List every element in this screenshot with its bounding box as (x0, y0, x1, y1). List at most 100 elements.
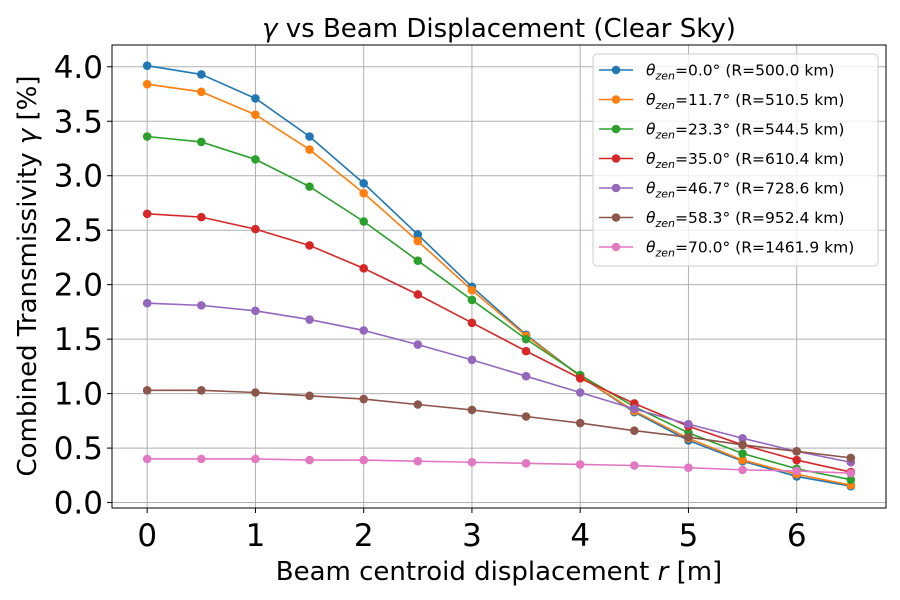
data-point (738, 440, 747, 450)
legend-label: θzen=23.3° (R=544.5 km) (646, 121, 844, 142)
data-point (359, 326, 368, 335)
legend-marker (611, 242, 621, 252)
data-point (359, 264, 368, 273)
legend-symbol: θ (646, 239, 656, 257)
legend-text: =70.0° (R=1461.9 km) (675, 239, 854, 257)
data-point (738, 433, 747, 443)
data-point (467, 457, 477, 467)
legend-entry: θzen=35.0° (R=610.4 km) (599, 150, 844, 171)
data-point (251, 110, 260, 120)
y-tick-label: 0.0 (54, 486, 103, 522)
x-tick-label: 5 (679, 518, 699, 554)
y-axis-label-var: γ (13, 127, 43, 144)
data-point (792, 466, 801, 476)
legend-marker (611, 65, 621, 75)
series-line (147, 458, 851, 474)
data-point (197, 212, 206, 222)
data-point (142, 132, 152, 141)
legend-subscript: zen (654, 217, 675, 230)
data-point (413, 230, 423, 239)
data-point (575, 388, 585, 397)
legend-box (592, 53, 879, 267)
x-axis-label: Beam centroid displacement r [m] (276, 557, 722, 587)
data-point (792, 455, 801, 465)
legend: θzen=0.0° (R=500.0 km)θzen=11.7° (R=510.… (592, 53, 879, 267)
data-point (251, 306, 260, 316)
x-tick-label: 3 (462, 518, 482, 554)
data-point (738, 449, 747, 458)
data-point (467, 295, 477, 305)
y-tick-label: 1.0 (54, 377, 103, 413)
data-point (305, 132, 314, 141)
grid (112, 45, 886, 508)
data-point (413, 236, 423, 246)
data-point (413, 256, 423, 266)
legend-entry: θzen=46.7° (R=728.6 km) (599, 180, 844, 201)
legend-marker (611, 154, 621, 163)
data-point (142, 386, 152, 395)
y-axis-ticks: 0.0 0.5 1.0 1.5 2.0 2.5 3.0 3.5 4.0 (54, 50, 112, 522)
data-point (197, 70, 206, 79)
data-point (630, 426, 639, 435)
series-line (147, 83, 851, 486)
data-point (359, 188, 368, 198)
series-line (147, 302, 851, 464)
data-point (521, 346, 531, 356)
data-point (792, 447, 801, 456)
data-point (521, 459, 531, 468)
legend-label: θzen=35.0° (R=610.4 km) (646, 150, 844, 171)
y-axis-label-unit: [%] (13, 75, 43, 128)
data-point (575, 460, 585, 469)
y-axis-label-text: Combined Transmissivity (13, 144, 43, 476)
legend-entry: θzen=23.3° (R=544.5 km) (599, 121, 844, 142)
legend-symbol: θ (646, 121, 656, 139)
legend-entry: θzen=11.7° (R=510.5 km) (599, 91, 844, 112)
y-tick-label: 3.0 (54, 159, 103, 195)
series-line (147, 64, 851, 487)
data-point (251, 388, 260, 397)
data-point (413, 456, 423, 466)
data-point (197, 301, 206, 310)
x-tick-label: 0 (137, 518, 157, 554)
data-point (575, 418, 585, 428)
legend-marker (611, 183, 621, 193)
data-point (251, 155, 260, 164)
data-point (197, 386, 206, 395)
data-point (305, 145, 314, 154)
series-line (147, 389, 851, 459)
legend-text: =11.7° (R=510.5 km) (675, 91, 844, 109)
data-point (197, 454, 206, 464)
legend-entries: θzen=0.0° (R=500.0 km)θzen=11.7° (R=510.… (599, 62, 854, 260)
data-point (738, 465, 747, 475)
legend-symbol: θ (646, 150, 656, 168)
legend-symbol: θ (646, 180, 656, 198)
legend-label: θzen=0.0° (R=500.0 km) (646, 62, 835, 83)
series-line (147, 135, 851, 481)
legend-text: =35.0° (R=610.4 km) (675, 150, 844, 168)
data-point (684, 419, 693, 429)
legend-text: =23.3° (R=544.5 km) (675, 121, 844, 139)
data-point (521, 412, 531, 421)
data-point (142, 298, 152, 308)
x-axis-label-var: r (658, 557, 671, 587)
data-point (521, 334, 531, 344)
data-point (197, 87, 206, 97)
legend-entry: θzen=0.0° (R=500.0 km) (599, 62, 835, 83)
data-point (467, 355, 477, 365)
data-point (142, 209, 152, 219)
series-line (147, 213, 851, 473)
data-point (305, 315, 314, 324)
series-5 (142, 386, 856, 463)
title-text: vs Beam Displacement (Clear Sky) (278, 14, 736, 44)
data-point (521, 371, 531, 381)
series-layer (142, 61, 856, 491)
y-axis-label: Combined Transmissivity γ [%] (13, 75, 43, 476)
legend-marker (611, 95, 621, 104)
y-tick-label: 0.5 (54, 431, 103, 467)
chart-title: γ vs Beam Displacement (Clear Sky) (262, 14, 736, 44)
legend-text: =46.7° (R=728.6 km) (675, 180, 844, 198)
legend-symbol: θ (646, 209, 656, 227)
legend-subscript: zen (654, 247, 675, 260)
legend-subscript: zen (654, 129, 675, 142)
